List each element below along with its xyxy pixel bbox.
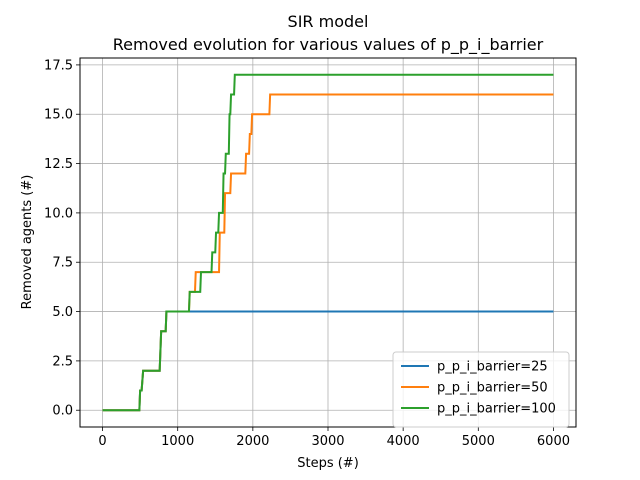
x-tick-label: 6000 xyxy=(537,434,570,449)
y-tick-label: 12.5 xyxy=(44,157,73,172)
legend: p_p_i_barrier=25 p_p_i_barrier=50 p_p_i_ba… xyxy=(392,351,570,428)
x-tick-label: 4000 xyxy=(387,434,420,449)
x-ticks: 0 1000 2000 3000 4000 5000 6000 xyxy=(98,427,570,449)
chart-subtitle: Removed evolution for various values of … xyxy=(113,35,544,55)
x-tick-label: 3000 xyxy=(311,434,344,449)
y-tick-label: 15.0 xyxy=(44,108,73,123)
y-tick-label: 10.0 xyxy=(44,206,73,221)
y-tick-label: 0.0 xyxy=(52,404,73,419)
x-tick-label: 1000 xyxy=(161,434,194,449)
legend-entry: p_p_i_barrier=25 xyxy=(437,360,548,375)
y-tick-label: 17.5 xyxy=(44,58,73,73)
series-line-3 xyxy=(102,73,554,412)
x-tick-label: 0 xyxy=(98,434,106,449)
y-tick-label: 2.5 xyxy=(52,354,73,369)
x-tick-label: 2000 xyxy=(236,434,269,449)
legend-box xyxy=(392,351,570,428)
y-axis-label: Removed agents (#) xyxy=(20,175,35,310)
chart-title: SIR model xyxy=(288,12,369,31)
series-lines xyxy=(102,73,554,412)
x-axis-label: Steps (#) xyxy=(297,456,359,471)
grid xyxy=(80,58,576,427)
legend-entry: p_p_i_barrier=50 xyxy=(437,381,548,396)
legend-entry: p_p_i_barrier=100 xyxy=(437,402,556,417)
x-tick-label: 5000 xyxy=(462,434,495,449)
y-ticks: 0.0 2.5 5.0 7.5 10.0 12.5 15.0 17.5 xyxy=(44,58,80,419)
y-tick-label: 5.0 xyxy=(52,305,73,320)
y-tick-label: 7.5 xyxy=(52,256,73,271)
